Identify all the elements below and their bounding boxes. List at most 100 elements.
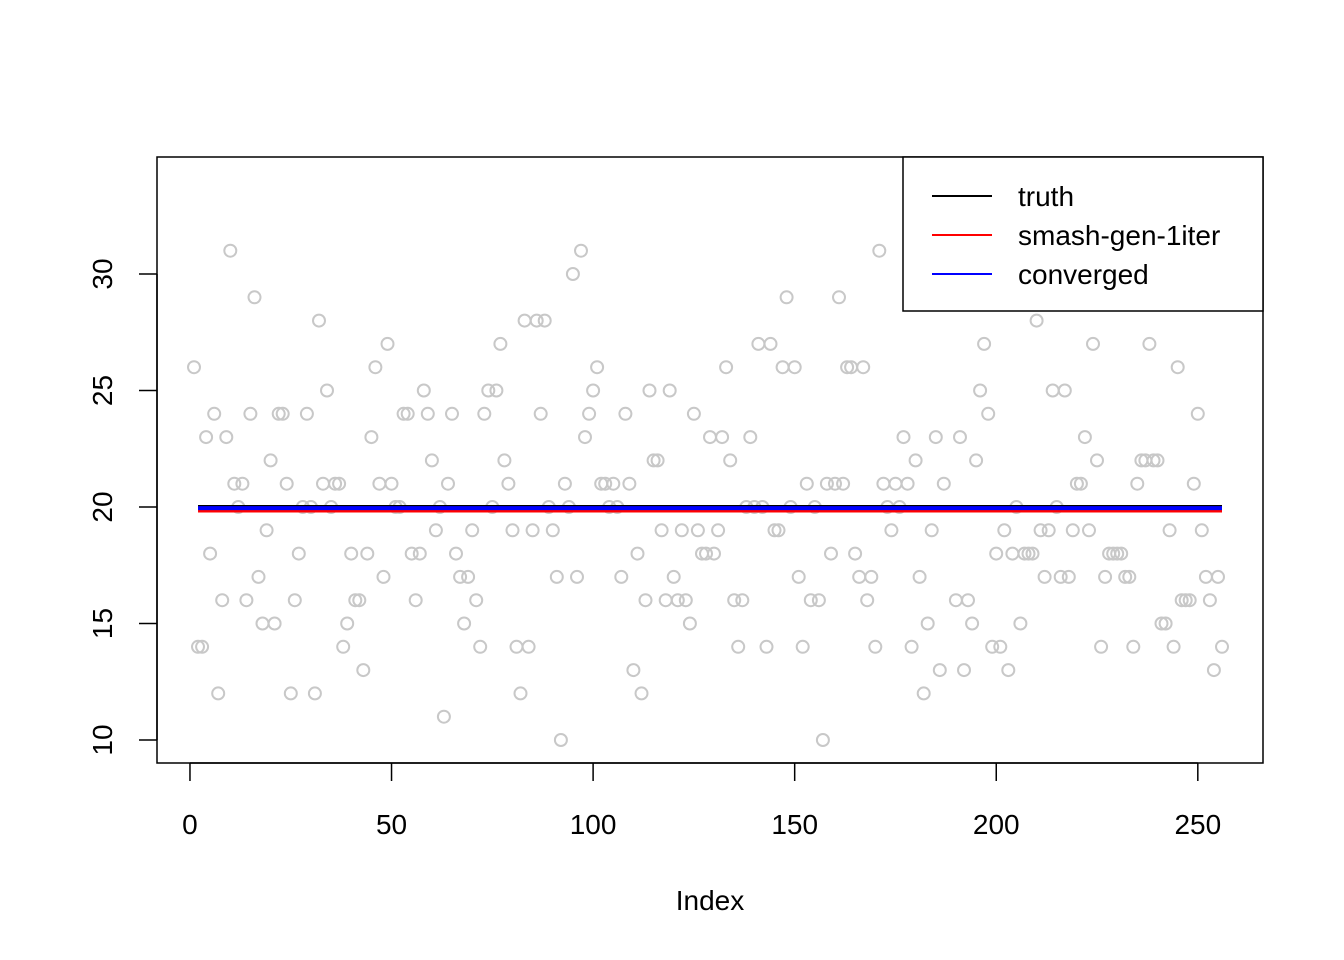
data-point: [1033, 523, 1048, 538]
data-point: [187, 360, 201, 375]
data-point: [977, 336, 992, 351]
legend-label-truth: truth: [1018, 181, 1074, 212]
data-point: [525, 523, 540, 538]
data-point: [191, 639, 205, 654]
data-point: [420, 406, 435, 421]
data-point: [985, 639, 1000, 654]
data-point: [642, 383, 657, 398]
series-lines: [198, 505, 1222, 513]
data-point: [666, 569, 681, 584]
data-point: [682, 616, 697, 631]
data-point: [775, 360, 790, 375]
data-point: [751, 336, 766, 351]
data-point: [481, 383, 496, 398]
data-point: [384, 476, 399, 491]
data-point: [904, 639, 919, 654]
data-point: [953, 430, 967, 445]
data-point: [275, 406, 290, 421]
data-point: [473, 639, 488, 654]
data-point: [332, 476, 347, 491]
data-point: [723, 453, 738, 468]
data-point: [900, 476, 915, 491]
data-point: [791, 569, 806, 584]
data-point: [501, 476, 516, 491]
data-point: [436, 709, 451, 724]
data-point: [1045, 383, 1060, 398]
data-point: [840, 360, 855, 375]
data-point: [1005, 546, 1020, 561]
data-point: [364, 430, 379, 445]
data-point: [763, 336, 778, 351]
data-point: [670, 593, 685, 608]
data-point: [1194, 523, 1209, 538]
data-point: [493, 336, 508, 351]
data-point: [1154, 616, 1169, 631]
data-point: [932, 663, 947, 678]
data-point: [574, 243, 588, 258]
data-point: [715, 430, 730, 445]
data-point: [441, 476, 455, 491]
data-point: [578, 430, 592, 445]
data-point: [1150, 453, 1165, 468]
data-point: [973, 383, 988, 398]
data-point: [860, 593, 875, 608]
data-point: [699, 546, 713, 561]
data-point: [1013, 616, 1028, 631]
data-point: [477, 406, 492, 421]
data-point: [707, 546, 721, 561]
data-point: [1086, 336, 1100, 351]
data-point: [626, 663, 641, 678]
data-point: [828, 476, 842, 491]
data-point: [247, 290, 262, 305]
data-point: [497, 453, 512, 468]
data-point: [449, 546, 463, 561]
data-point: [690, 523, 705, 538]
data-point: [803, 593, 818, 608]
data-point: [1098, 569, 1113, 584]
data-point: [997, 523, 1012, 538]
data-point: [251, 569, 266, 584]
data-point: [916, 686, 931, 701]
data-point: [1118, 569, 1133, 584]
data-point: [565, 267, 580, 281]
data-point: [267, 616, 282, 631]
data-point: [856, 360, 871, 375]
x-tick-label: 200: [973, 809, 1020, 840]
data-point: [598, 476, 613, 491]
data-point: [1073, 476, 1088, 491]
x-axis-title: Index: [676, 885, 745, 916]
data-point: [727, 593, 742, 608]
data-point: [908, 453, 923, 468]
data-point: [412, 546, 427, 561]
data-point: [1069, 476, 1084, 491]
data-point: [1202, 593, 1217, 608]
data-point: [400, 406, 415, 421]
data-point: [767, 523, 782, 538]
data-point: [1110, 546, 1125, 561]
data-point: [1029, 313, 1044, 328]
data-point: [1206, 663, 1221, 678]
data-point: [299, 406, 314, 421]
data-point: [255, 616, 270, 631]
data-point: [920, 616, 935, 631]
data-point: [586, 383, 601, 398]
data-point: [872, 243, 887, 258]
data-point: [312, 313, 326, 328]
data-point: [884, 523, 899, 538]
x-tick-label: 150: [771, 809, 818, 840]
data-point: [509, 639, 524, 654]
data-point: [207, 406, 222, 421]
data-point: [1178, 593, 1193, 608]
x-tick-label: 50: [376, 809, 407, 840]
data-point: [1182, 593, 1197, 608]
data-point: [336, 639, 351, 654]
data-point: [380, 336, 395, 351]
data-point: [553, 733, 568, 747]
data-point: [263, 453, 278, 468]
data-point: [465, 523, 480, 538]
data-point: [582, 406, 597, 421]
data-point: [1041, 523, 1056, 538]
data-point: [517, 313, 532, 328]
y-tick-label: 30: [87, 258, 118, 289]
data-point: [533, 406, 548, 421]
